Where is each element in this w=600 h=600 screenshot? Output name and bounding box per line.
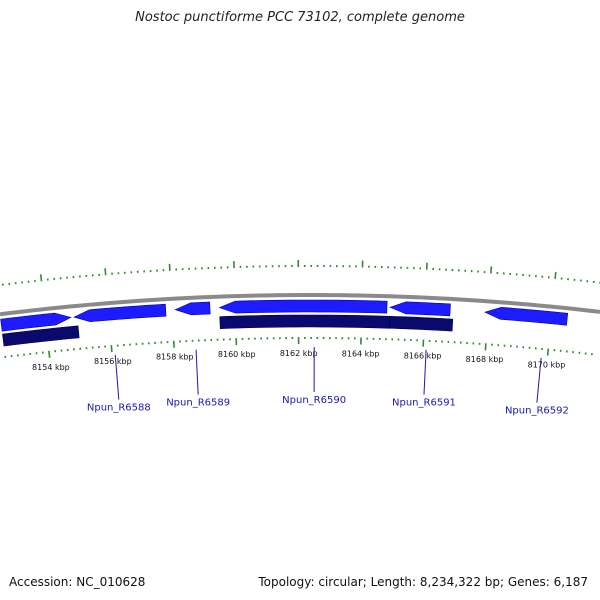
scale-label: 8154 kbp [32,363,70,372]
scale-labels: 8154 kbp 8156 kbp 8158 kbp 8160 kbp 8162 kbp… [32,349,565,372]
accession-label: Accession: NC_010628 [9,575,146,589]
scale-tick-ring [4,336,593,359]
reverse-gene-1 [2,325,80,347]
scale-label: 8168 kbp [466,355,504,364]
reverse-gene-3 [389,315,454,332]
gene-label-leader [536,357,542,403]
forward-gene-1 [0,312,72,332]
reverse-strand-genes [2,314,454,347]
backbone-arc [0,292,600,317]
reverse-gene-2 [219,314,391,329]
forward-gene-3 [174,301,211,316]
outer-major-tick [554,271,557,279]
scale-label: 8166 kbp [404,352,442,361]
forward-gene-5 [389,301,451,317]
scale-label: 8164 kbp [342,350,380,359]
gene-label-leader [423,349,427,395]
genome-title: Nostoc punctiforme PCC 73102, complete g… [135,10,465,25]
scale-label: 8170 kbp [528,360,566,369]
scale-label: 8160 kbp [218,350,256,359]
gene-label[interactable]: Npun_R6591 [392,398,456,409]
scale-major-tick [48,350,51,358]
scale-label: 8158 kbp [156,353,194,362]
genome-backbone [0,292,600,317]
gene-label[interactable]: Npun_R6588 [87,403,151,414]
genome-summary: Topology: circular; Length: 8,234,322 bp… [258,575,588,589]
outer-major-tick [104,268,107,276]
outer-major-tick [39,274,43,282]
gene-label-leader [195,349,199,395]
gene-label-leader [114,354,120,400]
scale-label: 8162 kbp [280,349,318,358]
scale-major-tick [110,344,113,353]
gene-labels: Npun_R6588 Npun_R6589 Npun_R6590 Npun_R6591… [87,347,569,417]
outer-tick-ring [1,260,600,286]
gene-label[interactable]: Npun_R6589 [166,398,230,409]
forward-strand-genes [0,299,569,332]
forward-gene-2 [73,303,167,323]
gene-label[interactable]: Npun_R6592 [505,406,569,417]
forward-gene-4 [218,299,388,314]
forward-gene-6 [484,307,569,326]
scale-major-tick [546,348,550,356]
scale-label: 8156 kbp [94,357,132,366]
gene-label[interactable]: Npun_R6590 [282,395,346,406]
